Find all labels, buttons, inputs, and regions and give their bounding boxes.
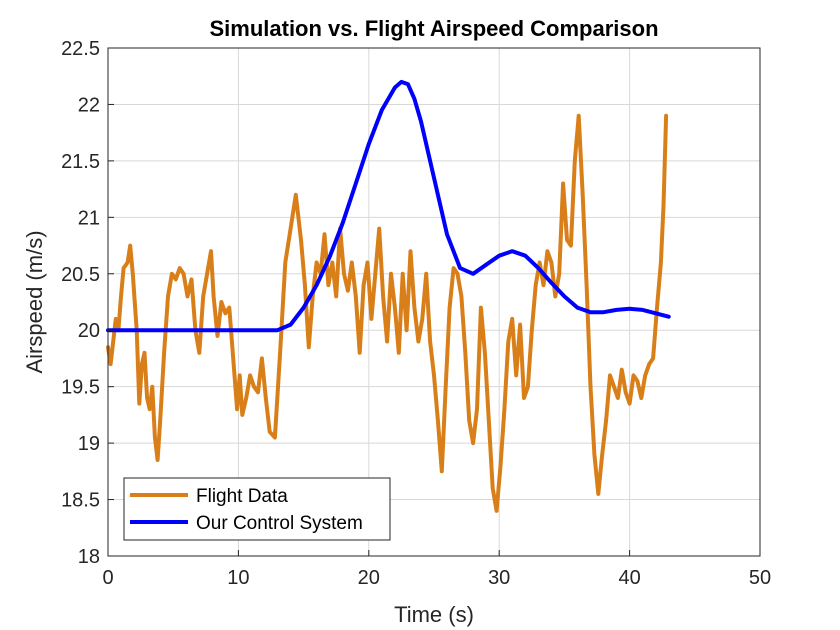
plot-series bbox=[106, 79, 671, 513]
y-axis-label: Airspeed (m/s) bbox=[22, 230, 47, 373]
y-tick-label: 20 bbox=[78, 320, 100, 342]
y-tick-label: 21.5 bbox=[61, 151, 100, 173]
x-tick-label: 0 bbox=[102, 567, 113, 589]
x-tick-label: 50 bbox=[749, 567, 771, 589]
y-tick-label: 22.5 bbox=[61, 38, 100, 60]
y-tick-label: 20.5 bbox=[61, 264, 100, 286]
x-tick-label: 40 bbox=[618, 567, 640, 589]
legend-label-control-system: Our Control System bbox=[196, 513, 363, 534]
legend-label-flight-data: Flight Data bbox=[196, 486, 288, 507]
control-system-line bbox=[106, 79, 671, 333]
x-tick-label: 10 bbox=[227, 567, 249, 589]
y-tick-label: 22 bbox=[78, 94, 100, 116]
legend-box bbox=[123, 477, 391, 541]
chart-title: Simulation vs. Flight Airspeed Compariso… bbox=[209, 16, 658, 41]
y-tick-label: 19.5 bbox=[61, 377, 100, 399]
y-tick-label: 18 bbox=[78, 546, 100, 568]
legend: Flight Data Our Control System bbox=[123, 477, 391, 541]
x-axis-label: Time (s) bbox=[394, 602, 474, 627]
flight-data-line bbox=[106, 113, 669, 513]
y-tick-label: 19 bbox=[78, 433, 100, 455]
plot-area-border bbox=[107, 47, 761, 557]
x-tick-label: 30 bbox=[488, 567, 510, 589]
y-tick-label: 21 bbox=[78, 207, 100, 229]
x-tick-label: 20 bbox=[358, 567, 380, 589]
y-tick-label: 18.5 bbox=[61, 490, 100, 512]
axis-ticks: 0 10 20 30 40 50 18 18.5 19 19.5 20 20.5 21 21.5 22 22.… bbox=[61, 38, 771, 589]
